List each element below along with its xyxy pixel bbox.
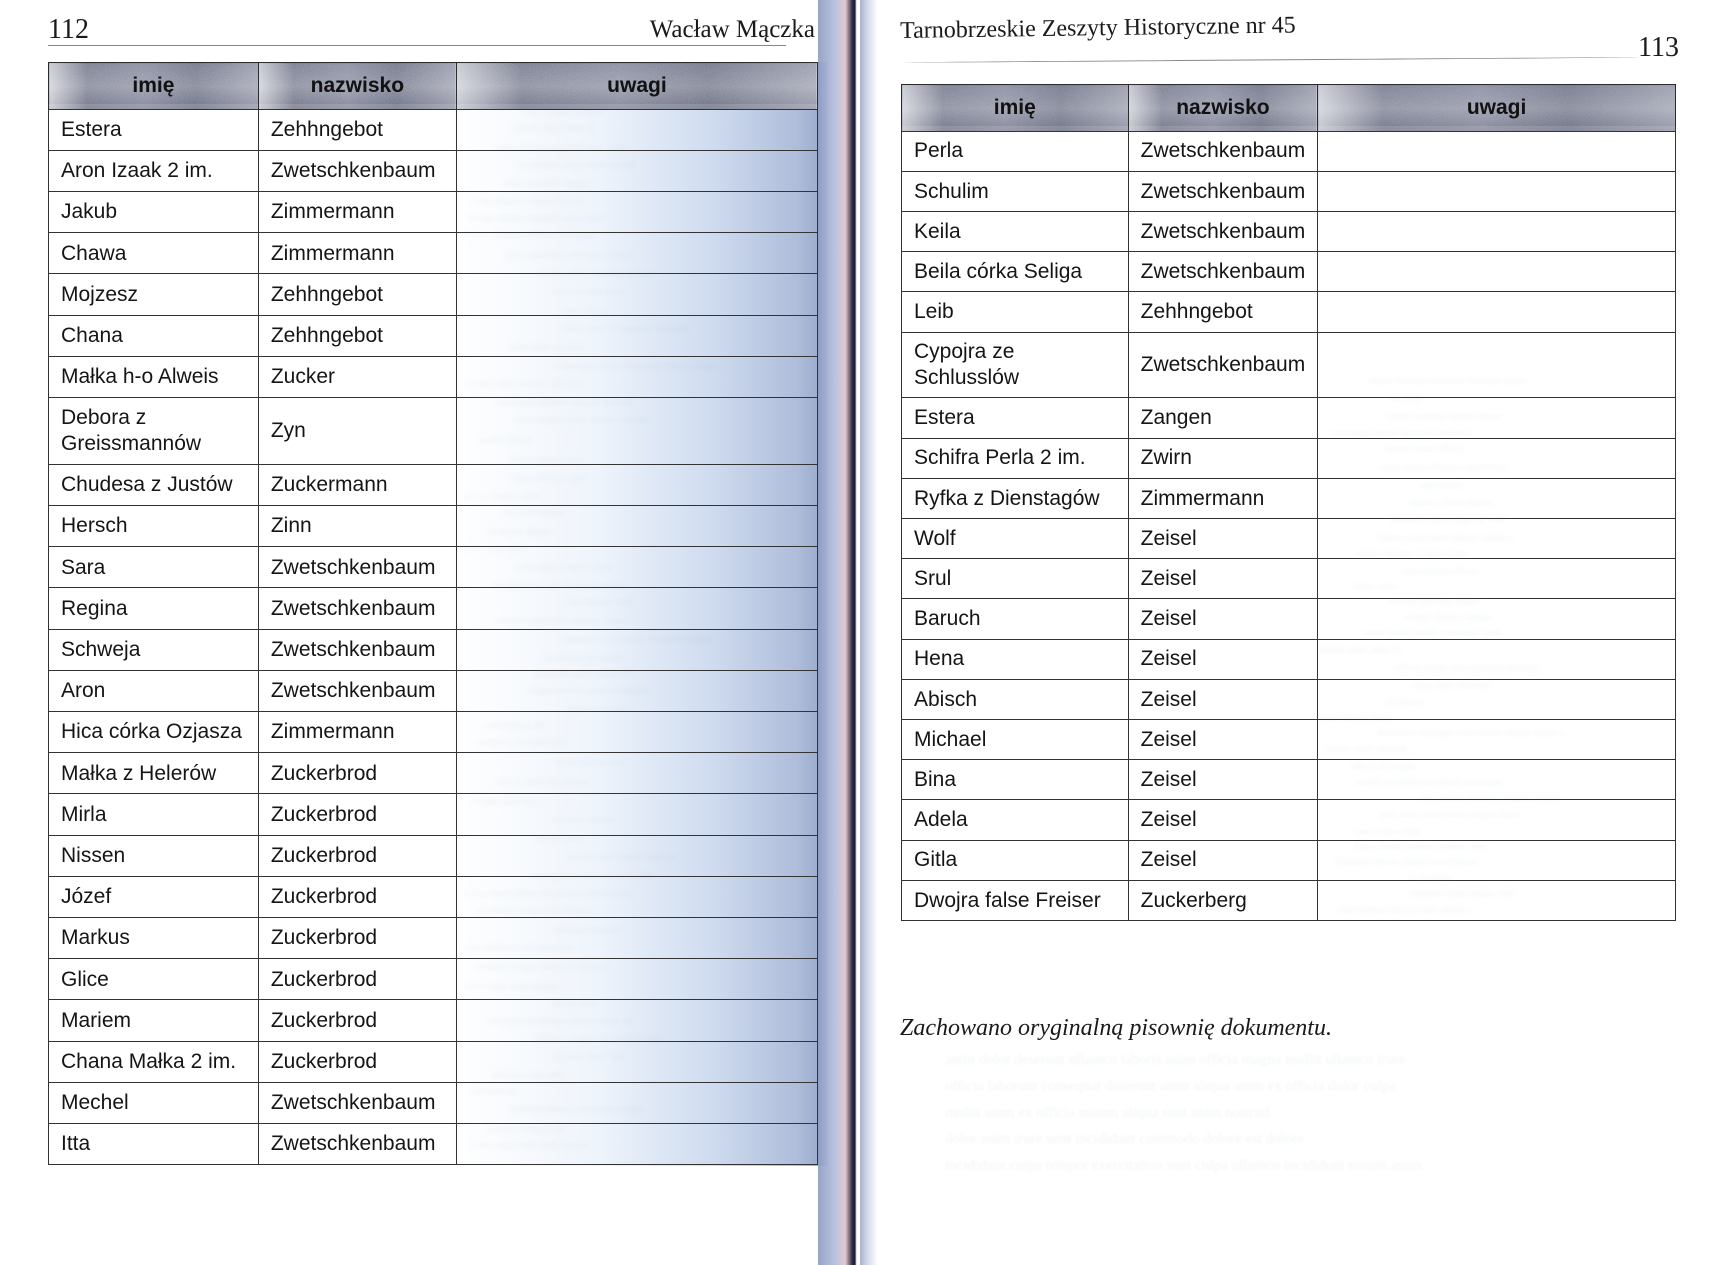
svg-text:mollit anim ex officia minim a: mollit anim ex officia minim aliqua sunt… [945, 1105, 1270, 1121]
svg-text:anim dolor deserunt ullamco la: anim dolor deserunt ullamco laboris anim… [945, 1052, 1406, 1068]
svg-text:incididunt culpa tempor exerci: incididunt culpa tempor exercitation sun… [945, 1158, 1421, 1174]
svg-text:dolor anim irure sunt incididu: dolor anim irure sunt incididunt commodo… [945, 1131, 1304, 1147]
svg-text:officia laborum consequat dese: officia laborum consequat deserunt anim … [945, 1078, 1396, 1094]
